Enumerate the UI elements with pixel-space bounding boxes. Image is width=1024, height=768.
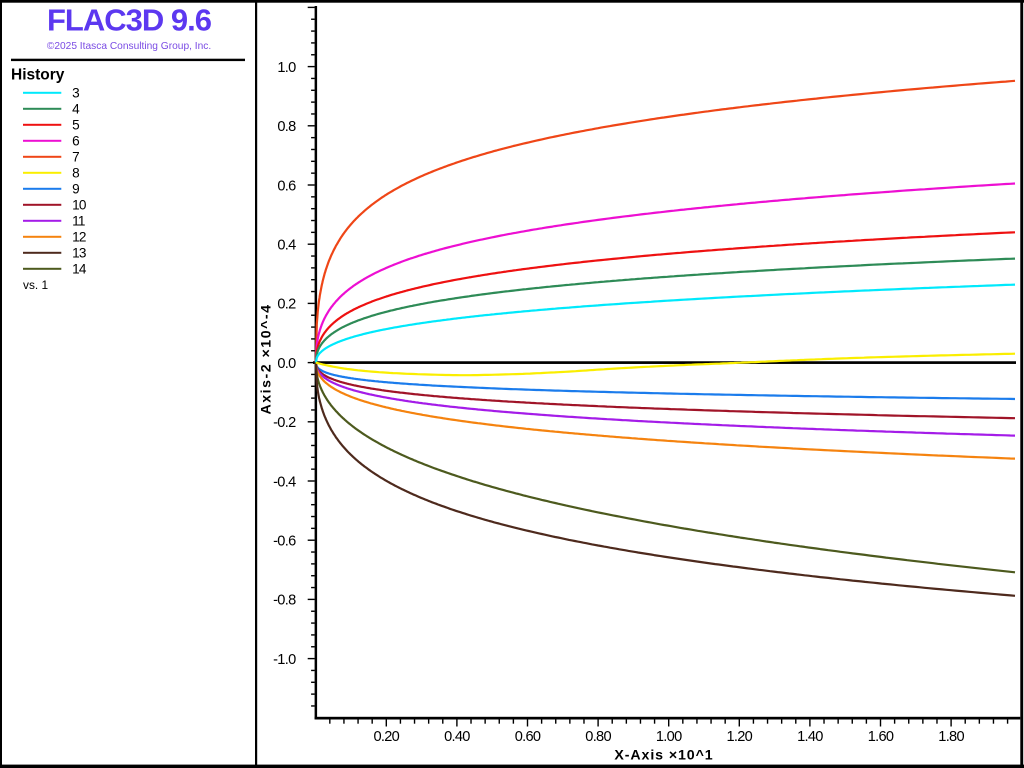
svg-text:©2025 Itasca Consulting Group,: ©2025 Itasca Consulting Group, Inc. [47, 41, 211, 52]
svg-text:0.4: 0.4 [277, 238, 296, 254]
svg-text:-0.8: -0.8 [273, 593, 296, 609]
svg-text:0.20: 0.20 [373, 729, 399, 745]
svg-text:10: 10 [72, 198, 87, 213]
svg-text:1.80: 1.80 [938, 729, 964, 745]
svg-text:FLAC3D 9.6: FLAC3D 9.6 [47, 2, 212, 37]
svg-text:-1.0: -1.0 [273, 652, 296, 668]
svg-text:6: 6 [72, 134, 79, 149]
svg-text:14: 14 [72, 262, 87, 277]
svg-text:1.0: 1.0 [277, 60, 296, 76]
svg-text:vs. 1: vs. 1 [23, 278, 48, 292]
svg-text:Axis-2 ×10^-4: Axis-2 ×10^-4 [259, 304, 275, 415]
svg-text:0.80: 0.80 [585, 729, 611, 745]
svg-text:4: 4 [72, 102, 80, 117]
svg-text:0.2: 0.2 [277, 297, 296, 313]
svg-text:11: 11 [72, 214, 85, 229]
svg-text:-0.2: -0.2 [273, 415, 296, 431]
svg-text:5: 5 [72, 118, 79, 133]
svg-text:0.60: 0.60 [515, 729, 541, 745]
svg-text:1.40: 1.40 [797, 729, 823, 745]
svg-text:1.20: 1.20 [726, 729, 752, 745]
svg-text:History: History [11, 67, 65, 84]
svg-text:0.0: 0.0 [277, 356, 296, 372]
svg-text:9: 9 [72, 182, 79, 197]
svg-text:1.60: 1.60 [868, 729, 894, 745]
svg-text:0.40: 0.40 [444, 729, 470, 745]
svg-text:X-Axis ×10^1: X-Axis ×10^1 [614, 748, 713, 764]
svg-text:8: 8 [72, 166, 79, 181]
svg-text:12: 12 [72, 230, 86, 245]
svg-text:-0.4: -0.4 [273, 474, 296, 490]
svg-text:7: 7 [72, 150, 79, 165]
svg-text:13: 13 [72, 246, 86, 261]
svg-text:-0.6: -0.6 [273, 534, 296, 550]
svg-text:1.00: 1.00 [656, 729, 682, 745]
svg-text:0.6: 0.6 [277, 178, 296, 194]
svg-text:0.8: 0.8 [277, 119, 296, 135]
svg-text:3: 3 [72, 86, 79, 101]
